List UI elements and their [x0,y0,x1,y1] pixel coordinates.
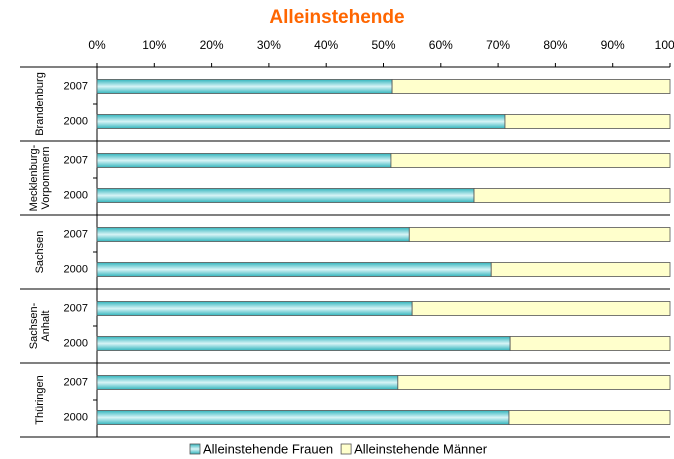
bar-segment [411,301,671,316]
bar-segment [96,301,413,316]
bar-segment [473,188,671,203]
y-tick-label: 2007 [64,376,88,388]
group-label: Sachsen-Anhalt [28,302,52,349]
bar-segment [397,375,671,390]
bar-segment [390,153,671,168]
legend-swatch [340,443,352,455]
group-label: Sachsen [34,231,46,274]
bar-segment [96,375,399,390]
x-tick-label: 100% [655,38,674,52]
x-tick-label: 60% [429,38,453,52]
bar-segment [408,227,671,242]
y-tick-label: 2000 [64,411,88,423]
bar-segment [96,153,392,168]
x-tick-label: 10% [142,38,166,52]
bar-segment [391,79,671,94]
y-tick-label: 2007 [64,302,88,314]
x-tick-label: 70% [486,38,510,52]
bar-segment [96,336,511,351]
x-tick-label: 50% [371,38,395,52]
legend-box [185,440,585,459]
bar-segment [508,410,671,425]
bar-segment [96,79,393,94]
group-label: Thüringen [34,375,46,425]
bar-segment [509,336,671,351]
y-tick-label: 2000 [64,115,88,127]
x-tick-label: 0% [88,38,106,52]
legend-label: Alleinstehende Frauen [203,441,333,456]
y-tick-label: 2000 [64,189,88,201]
bar-segment [96,410,510,425]
x-tick-label: 90% [601,38,625,52]
chart-title: Alleinstehende [269,7,404,28]
bar-segment [504,114,671,129]
y-tick-label: 2007 [64,80,88,92]
legend-swatch [189,443,201,455]
group-label: Mecklenburg-Vorpommern [28,144,52,211]
y-tick-label: 2000 [64,337,88,349]
x-tick-label: 20% [200,38,224,52]
bar-segment [96,262,492,277]
bar-segment [96,188,475,203]
y-tick-label: 2007 [64,154,88,166]
x-tick-label: 30% [257,38,281,52]
bar-segment [96,227,410,242]
x-tick-label: 80% [543,38,567,52]
bar-segment [490,262,671,277]
bar-segment [96,114,506,129]
legend-label: Alleinstehende Männer [354,441,488,456]
y-tick-label: 2000 [64,263,88,275]
y-tick-label: 2007 [64,228,88,240]
x-tick-label: 40% [314,38,338,52]
group-label: Brandenburg [34,72,46,136]
